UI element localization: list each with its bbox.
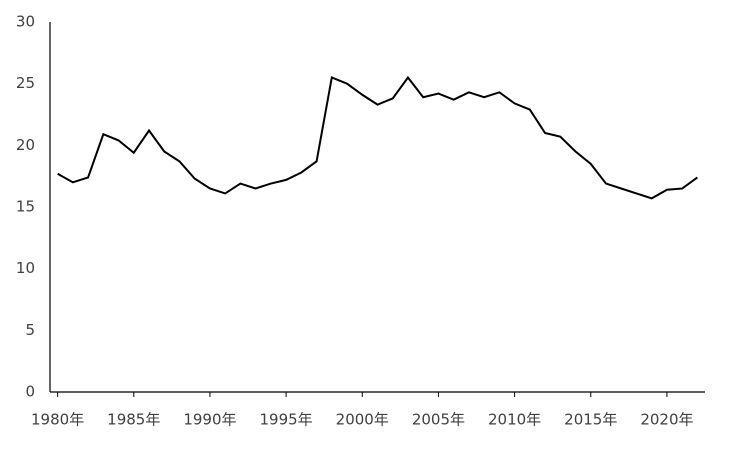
- y-tick-label: 0: [25, 383, 35, 401]
- y-tick-label: 15: [16, 198, 35, 216]
- x-tick-label: 1995年: [260, 411, 313, 429]
- x-tick-label: 1985年: [107, 411, 160, 429]
- x-tick-label: 2000年: [336, 411, 389, 429]
- x-tick-label: 2010年: [488, 411, 541, 429]
- x-tick-label: 2005年: [412, 411, 465, 429]
- y-tick-label: 30: [16, 13, 35, 31]
- y-tick-label: 25: [16, 74, 35, 92]
- x-tick-label: 2020年: [640, 411, 693, 429]
- y-tick-label: 10: [16, 259, 35, 277]
- x-tick-label: 2015年: [564, 411, 617, 429]
- line: [57, 75, 698, 200]
- y-tick-label: 20: [16, 136, 35, 154]
- x-tick-label: 1990年: [183, 411, 236, 429]
- y-tick-label: 5: [25, 321, 35, 339]
- x-tick-label: 1980年: [31, 411, 84, 429]
